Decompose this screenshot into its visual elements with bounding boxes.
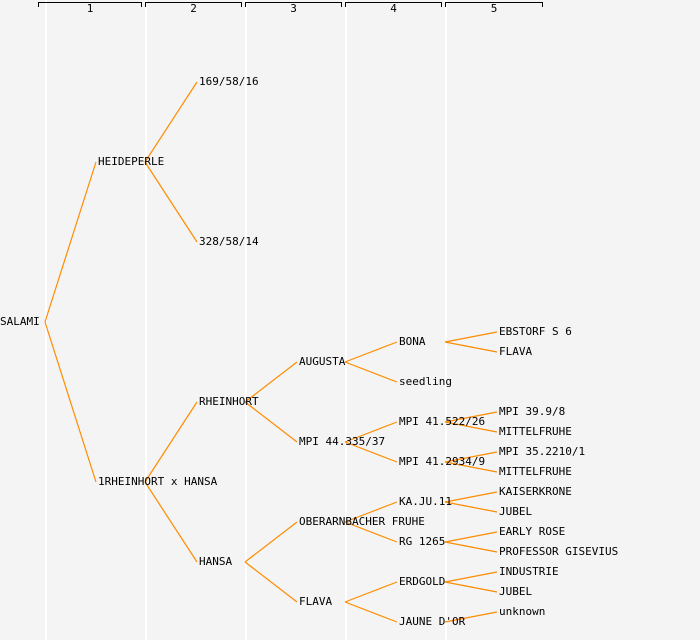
generation-label-1: 1 [86, 2, 94, 15]
node-heideperle: HEIDEPERLE [98, 155, 165, 168]
edge-rheinhort-to-augusta [244, 361, 298, 403]
node-early-rose: EARLY ROSE [499, 525, 566, 538]
generation-label-4: 4 [390, 2, 397, 15]
edge-rg-1265-to-professor-gisevius [444, 541, 498, 553]
node-mpi-44-335-37: MPI 44.335/37 [299, 435, 386, 448]
edge-erdgold-to-industrie [444, 571, 498, 583]
node-mpi-41-522-26: MPI 41.522/26 [399, 415, 486, 428]
edge-mpi-41-522-26-to-mpi-39-9-8 [444, 411, 498, 423]
edge-flava-gen3-to-jaune-dor [344, 601, 398, 623]
node-s328-58-14: 328/58/14 [199, 235, 259, 248]
edge-bona-to-flava-gen5 [444, 341, 498, 353]
edge-mpi-44-335-37-to-mpi-41-522-26 [344, 421, 398, 443]
edge-heideperle-to-s328-58-14 [144, 161, 198, 243]
node-ebstorf-s6: EBSTORF S 6 [499, 325, 572, 338]
edge-oberarnbacher-fruhe-to-ka-ju-11 [344, 501, 398, 523]
edge-oberarnbacher-fruhe-to-rg-1265 [344, 521, 398, 543]
node-s169-58-16: 169/58/16 [199, 75, 259, 88]
gridline [345, 0, 347, 640]
edge-flava-gen3-to-erdgold [344, 581, 398, 603]
edge-jaune-dor-to-unknown [444, 611, 498, 623]
node-mittelfruhe-2: MITTELFRUHE [499, 465, 572, 478]
node-jubel-1: JUBEL [499, 505, 533, 518]
edge-mpi-41-2934-9-to-mittelfruhe-2 [444, 461, 498, 473]
edge-hansa-to-flava-gen3 [244, 561, 298, 603]
node-mpi-35-2210-1: MPI 35.2210/1 [499, 445, 586, 458]
gridline [145, 0, 147, 640]
edge-mpi-41-522-26-to-mittelfruhe-1 [444, 421, 498, 433]
edge-rheinhort-to-mpi-44-335-37 [244, 401, 298, 443]
node-bona: BONA [399, 335, 426, 348]
edge-mpi-44-335-37-to-mpi-41-2934-9 [344, 441, 398, 463]
node-salami: SALAMI [0, 315, 40, 328]
generation-bracket-4 [345, 2, 442, 7]
node-augusta: AUGUSTA [299, 355, 346, 368]
node-industrie: INDUSTRIE [499, 565, 559, 578]
edge-bona-to-ebstorf-s6 [444, 331, 498, 343]
node-mpi-39-9-8: MPI 39.9/8 [499, 405, 566, 418]
node-rheinhort: RHEINHORT [199, 395, 259, 408]
generation-label-3: 3 [290, 2, 297, 15]
node-flava-gen3: FLAVA [299, 595, 333, 608]
node-flava-gen5: FLAVA [499, 345, 533, 358]
edge-heideperle-to-s169-58-16 [144, 81, 198, 163]
edge-hansa-to-oberarnbacher-fruhe [244, 521, 298, 563]
edge-augusta-to-bona [344, 341, 398, 363]
generation-bracket-2 [145, 2, 242, 7]
edge-mpi-41-2934-9-to-mpi-35-2210-1 [444, 451, 498, 463]
edge-salami-to-rheinhort-x-hansa [44, 321, 97, 483]
edge-ka-ju-11-to-kaiserkrone [444, 491, 498, 503]
node-unknown: unknown [499, 605, 546, 618]
node-kaiserkrone: KAISERKRONE [499, 485, 572, 498]
node-professor-gisevius: PROFESSOR GISEVIUS [499, 545, 619, 558]
node-rheinhort-x-hansa: 1RHEINHORT x HANSA [98, 475, 218, 488]
node-mpi-41-2934-9: MPI 41.2934/9 [399, 455, 486, 468]
node-mittelfruhe-1: MITTELFRUHE [499, 425, 572, 438]
edge-rheinhort-x-hansa-to-rheinhort [144, 401, 198, 483]
edge-salami-to-heideperle [44, 161, 97, 323]
node-ka-ju-11: KA.JU.11 [399, 495, 452, 508]
generation-bracket-1 [38, 2, 142, 7]
edge-augusta-to-seedling [344, 361, 398, 383]
node-rg-1265: RG 1265 [399, 535, 446, 548]
node-erdgold: ERDGOLD [399, 575, 446, 588]
generation-label-5: 5 [490, 2, 498, 15]
node-seedling: seedling [399, 375, 452, 388]
node-oberarnbacher-fruhe: OBERARNBACHER FRUHE [299, 515, 425, 528]
edge-erdgold-to-jubel-2 [444, 581, 498, 593]
edge-rheinhort-x-hansa-to-hansa [144, 481, 198, 563]
gridline [445, 0, 447, 640]
generation-label-2: 2 [190, 2, 197, 15]
gridline [245, 0, 247, 640]
generation-bracket-5 [445, 2, 543, 7]
generation-bracket-3 [245, 2, 342, 7]
edge-rg-1265-to-early-rose [444, 531, 498, 543]
node-jubel-2: JUBEL [499, 585, 533, 598]
node-jaune-dor: JAUNE D'OR [399, 615, 466, 628]
node-hansa: HANSA [199, 555, 233, 568]
edge-ka-ju-11-to-jubel-1 [444, 501, 498, 513]
